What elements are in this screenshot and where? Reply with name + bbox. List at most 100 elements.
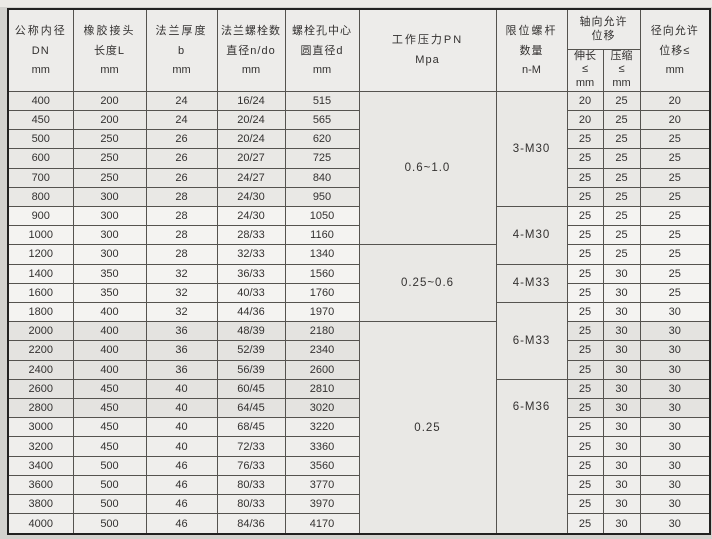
cell-compression: 30 (602, 282, 641, 303)
cell-length: 400 (72, 301, 147, 323)
cell-bolts: 64/45 (216, 397, 286, 419)
header-elongation-title: 伸长 (574, 49, 596, 62)
header-pressure: 工作压力PN Mpa (358, 8, 497, 92)
header-compression-unit: mm (612, 77, 631, 89)
cell-screw: 3-M30 (495, 90, 568, 207)
cell-thickness: 40 (145, 378, 218, 400)
table-row: 1600 350 32 40/33 1760 25 30 25 (7, 282, 711, 303)
cell-thickness: 32 (145, 301, 218, 323)
header-compression-sub: ≤ (618, 63, 625, 76)
table-row: 3000 450 40 68/45 3220 25 30 30 (7, 417, 711, 438)
cell-bolts: 80/33 (216, 494, 286, 515)
cell-bolts: 52/39 (216, 340, 286, 361)
cell-screw: 6-M33 (495, 301, 568, 380)
header-pressure-sub: Mpa (415, 53, 440, 66)
cell-compression: 30 (602, 494, 641, 515)
cell-compression: 25 (602, 205, 641, 227)
cell-dn: 3400 (7, 455, 74, 476)
table-row: 700 250 26 24/27 840 25 25 25 (7, 167, 711, 188)
cell-radial: 25 (639, 244, 711, 265)
cell-thickness: 36 (145, 321, 218, 342)
cell-dn: 900 (7, 205, 74, 227)
cell-length: 250 (72, 167, 147, 188)
cell-thickness: 46 (145, 513, 218, 535)
cell-length: 200 (72, 90, 147, 111)
header-circle-sub: 圆直径d (300, 44, 344, 57)
table-row: 1400 350 32 36/33 1560 4-M33 25 30 25 (7, 263, 711, 303)
header-screw: 限位螺杆 数量 n-M (495, 8, 568, 92)
cell-compression: 25 (602, 148, 641, 169)
cell-radial: 25 (639, 129, 711, 150)
header-thickness-title: 法兰厚度 (155, 24, 208, 37)
cell-bolts: 44/36 (216, 301, 286, 323)
table-row: 1000 300 28 28/33 1160 25 25 25 (7, 225, 711, 246)
spec-table: 公称内径 DN mm 橡胶接头 长度L mm 法兰厚度 b mm 法兰螺栓数 直… (7, 8, 711, 535)
cell-dn: 3600 (7, 474, 74, 496)
cell-compression: 25 (602, 90, 641, 111)
header-length-sub: 长度L (93, 44, 126, 57)
cell-radial: 25 (639, 225, 711, 246)
cell-radial: 30 (639, 474, 711, 496)
cell-length: 350 (72, 282, 147, 303)
header-screw-sub: 数量 (519, 44, 544, 57)
header-circle-title: 螺栓孔中心 (292, 24, 352, 37)
header-screw-unit: n-M (522, 64, 541, 77)
page-top-margin (0, 0, 712, 7)
cell-bolts: 80/33 (216, 474, 286, 496)
cell-dn: 400 (7, 90, 74, 111)
table-row: 2800 450 40 64/45 3020 25 30 30 (7, 397, 711, 419)
cell-length: 500 (72, 455, 147, 476)
header-dn: 公称内径 DN mm (7, 8, 74, 92)
cell-bolts: 76/33 (216, 455, 286, 476)
cell-elongation: 20 (566, 109, 604, 131)
cell-circle: 4170 (284, 513, 360, 535)
cell-length: 450 (72, 397, 147, 419)
table-header: 公称内径 DN mm 橡胶接头 长度L mm 法兰厚度 b mm 法兰螺栓数 直… (7, 8, 711, 92)
header-screw-title: 限位螺杆 (505, 24, 558, 37)
header-dn-unit: mm (31, 64, 50, 77)
table-row: 3600 500 46 80/33 3770 25 30 30 (7, 474, 711, 496)
cell-radial: 30 (639, 359, 711, 380)
header-bolts-unit: mm (241, 64, 261, 77)
cell-circle: 1160 (284, 225, 360, 246)
cell-radial: 30 (639, 417, 711, 438)
table-row: 3800 500 46 80/33 3970 25 30 30 (7, 494, 711, 515)
cell-dn: 1400 (7, 263, 74, 284)
cell-radial: 25 (639, 167, 711, 188)
cell-length: 500 (72, 513, 147, 535)
cell-circle: 1050 (284, 205, 360, 227)
cell-radial: 30 (639, 397, 711, 419)
cell-bolts: 72/33 (216, 436, 286, 457)
cell-elongation: 25 (566, 378, 604, 400)
cell-circle: 950 (284, 186, 360, 207)
cell-elongation: 25 (566, 282, 604, 303)
table-row: 500 250 26 20/24 620 25 25 25 (7, 129, 711, 150)
cell-compression: 25 (602, 129, 641, 150)
cell-radial: 25 (639, 148, 711, 169)
cell-circle: 3970 (284, 494, 360, 515)
cell-compression: 30 (602, 417, 641, 438)
cell-radial: 25 (639, 186, 711, 207)
cell-radial: 30 (639, 494, 711, 515)
cell-bolts: 56/39 (216, 359, 286, 380)
cell-length: 200 (72, 109, 147, 131)
cell-bolts: 24/27 (216, 167, 286, 188)
cell-circle: 1560 (284, 263, 360, 284)
cell-dn: 1800 (7, 301, 74, 323)
cell-radial: 25 (639, 263, 711, 284)
cell-elongation: 25 (566, 417, 604, 438)
header-thickness-unit: mm (172, 64, 191, 77)
cell-dn: 600 (7, 148, 74, 169)
cell-circle: 840 (284, 167, 360, 188)
cell-dn: 450 (7, 109, 74, 131)
cell-circle: 1760 (284, 282, 360, 303)
cell-radial: 30 (639, 436, 711, 457)
header-radial: 径向允许 位移≤ mm (639, 8, 711, 92)
cell-bolts: 84/36 (216, 513, 286, 535)
header-axial-title: 轴向允许 (579, 15, 628, 28)
cell-elongation: 25 (566, 244, 604, 265)
cell-circle: 565 (284, 109, 360, 131)
cell-dn: 500 (7, 129, 74, 150)
cell-thickness: 24 (145, 109, 218, 131)
cell-thickness: 26 (145, 129, 218, 150)
